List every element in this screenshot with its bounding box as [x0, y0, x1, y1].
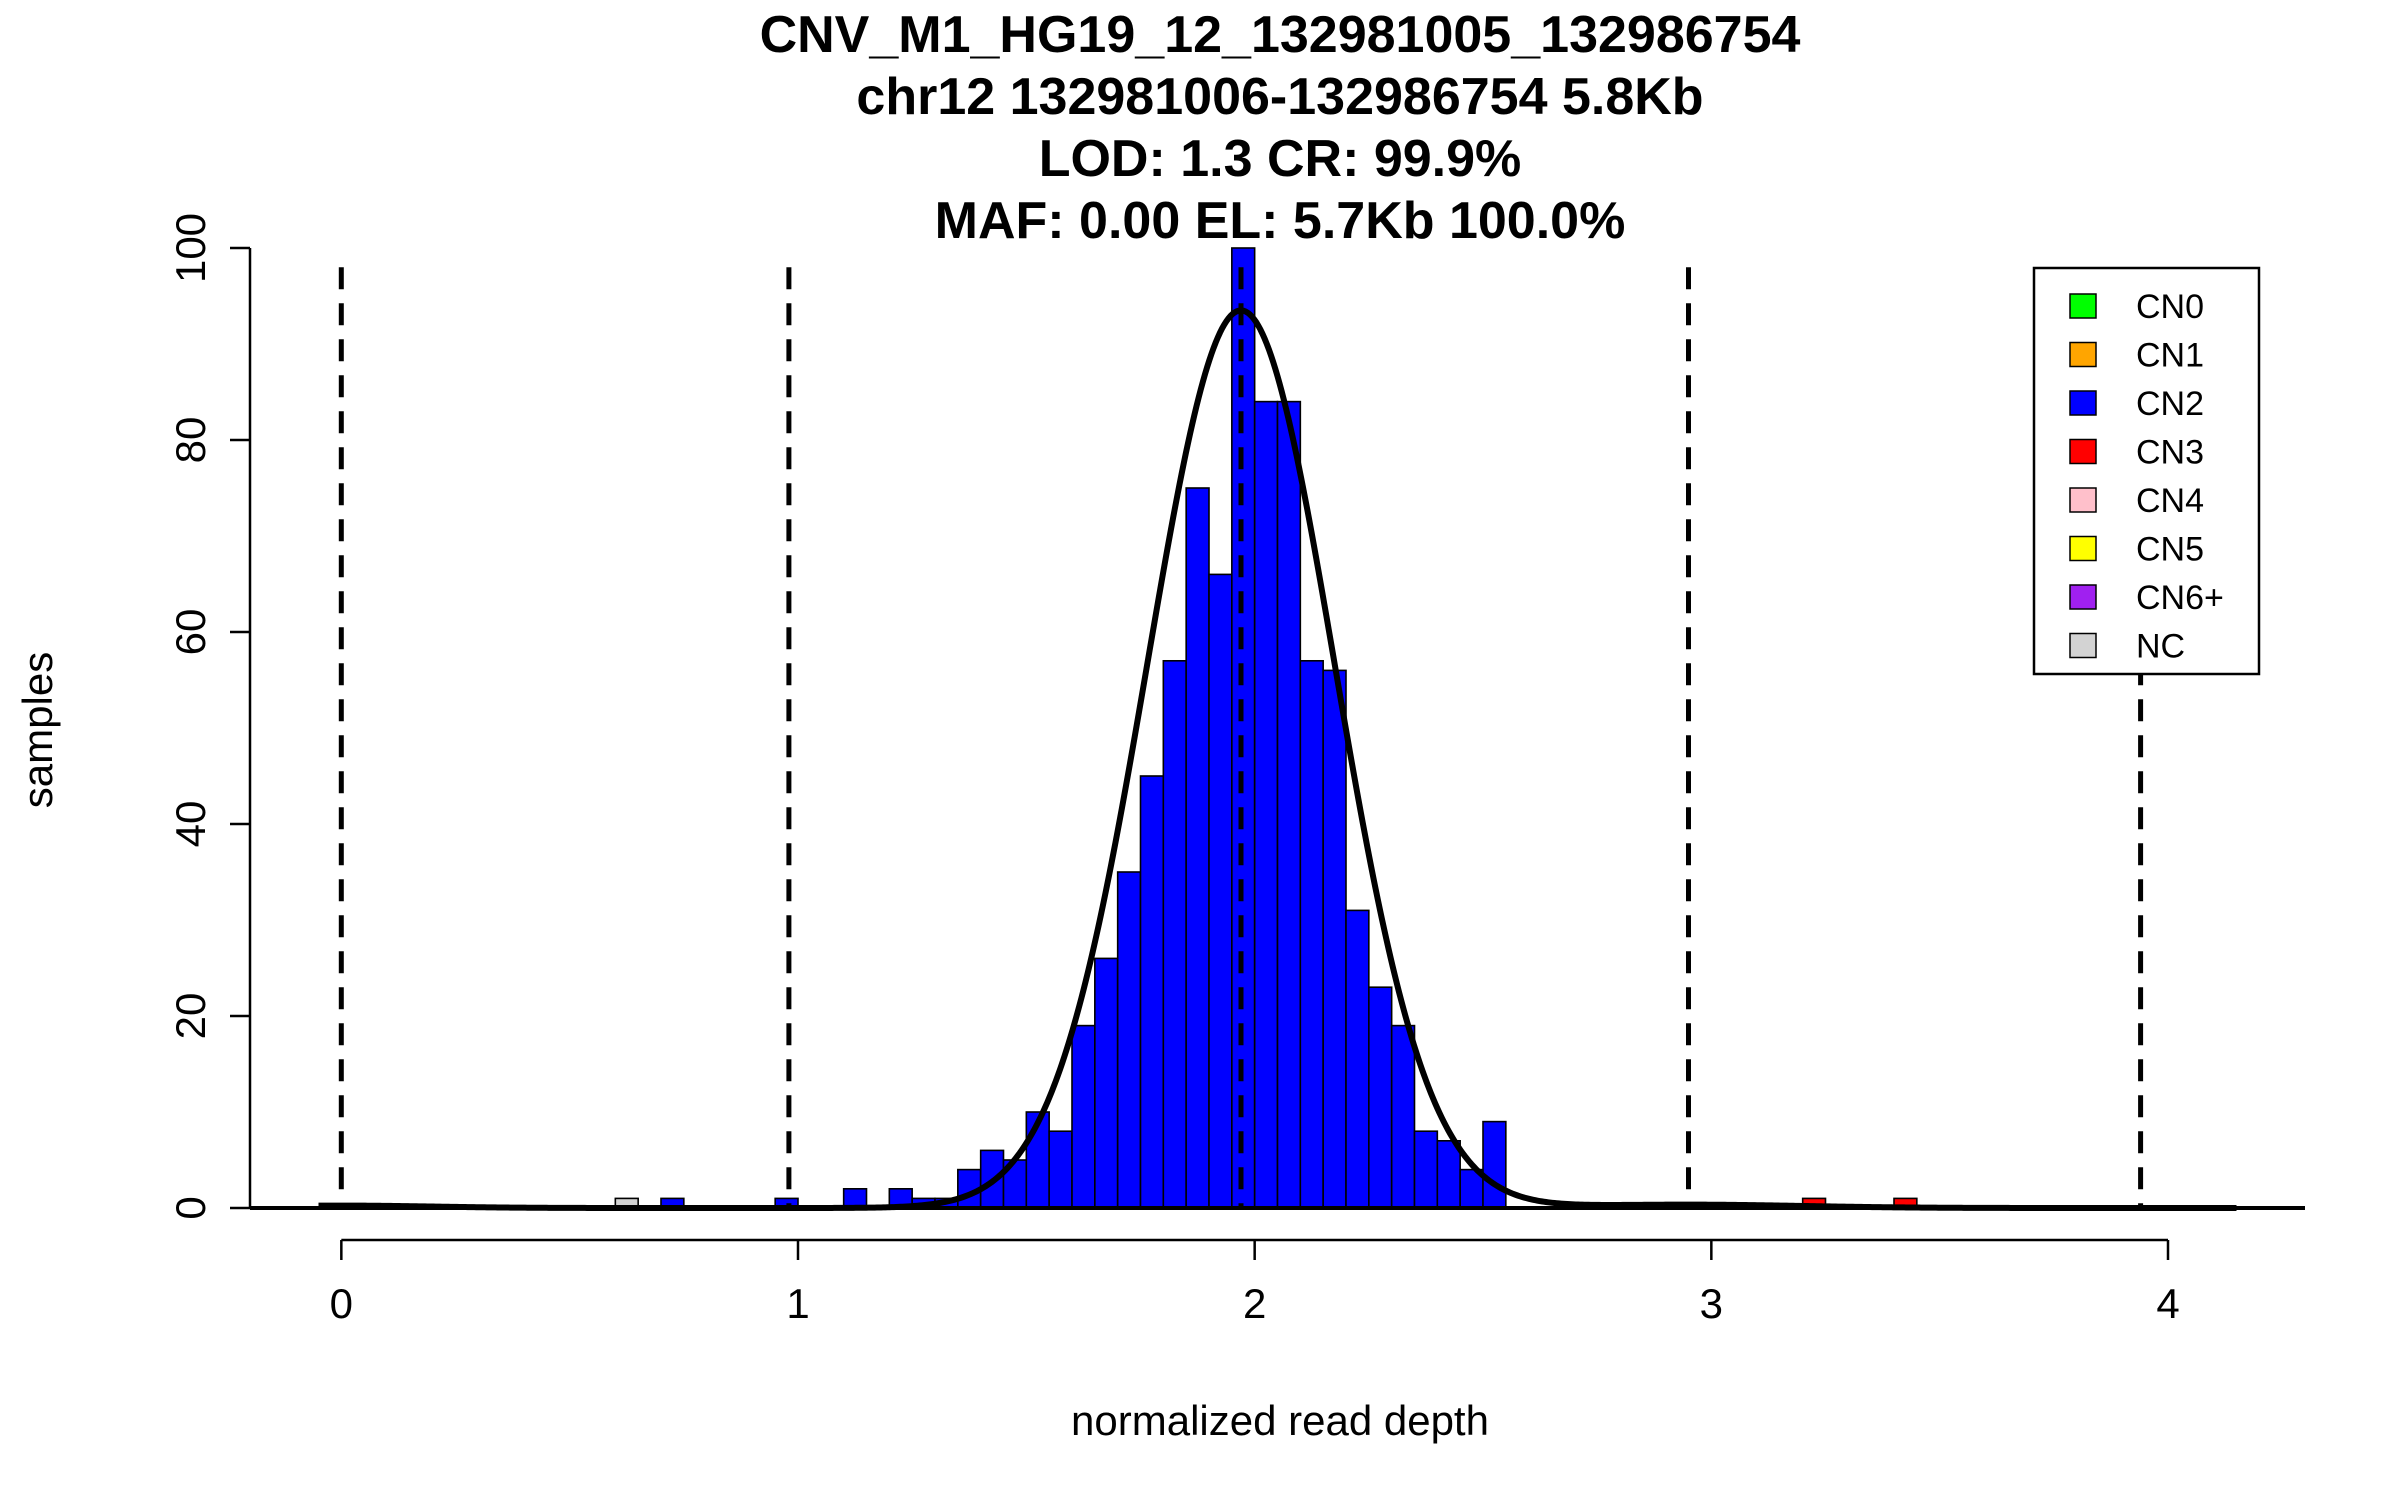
legend-swatch: [2069, 390, 2097, 416]
histogram-bar: [1482, 1120, 1507, 1209]
legend-swatch: [2069, 293, 2097, 319]
histogram-bar: [1139, 775, 1165, 1209]
x-tick-label: 4: [2156, 1280, 2179, 1327]
histogram-bar: [1116, 871, 1142, 1209]
chart-title: CNV_M1_HG19_12_132981005_132986754 chr12…: [760, 6, 1801, 250]
legend: CN0 CN1 CN2 CN3 CN4 CN5 CN6+ NC: [2032, 266, 2261, 676]
y-tick-label: 0: [167, 1196, 214, 1219]
histogram-bar: [1436, 1140, 1461, 1209]
y-tick-label: 20: [167, 993, 214, 1040]
y-tick-label: 40: [167, 801, 214, 848]
histogram-bar: [1185, 487, 1210, 1209]
y-axis-label: samples: [14, 652, 61, 808]
x-tick-label: 0: [330, 1280, 353, 1327]
x-tick-label: 3: [1700, 1280, 1723, 1327]
legend-label: CN6+: [2136, 579, 2224, 617]
x-tick-label: 1: [786, 1280, 809, 1327]
x-axis-label: normalized read depth: [1071, 1397, 1489, 1444]
histogram-bar: [1094, 957, 1119, 1209]
legend-swatch: [2069, 584, 2097, 610]
histogram-bar: [1253, 400, 1279, 1209]
legend-swatch: [2069, 487, 2097, 513]
plot-area: 0 20 40 60 80 100 0 1 2 3 4: [167, 213, 2305, 1327]
legend-label: CN4: [2136, 482, 2204, 520]
histogram-bar: [1276, 400, 1302, 1209]
legend-label: CN3: [2136, 434, 2204, 472]
histogram-bar: [1071, 1024, 1096, 1209]
y-tick-label: 100: [167, 213, 214, 283]
title-line-1: CNV_M1_HG19_12_132981005_132986754: [760, 6, 1801, 64]
legend-label: CN5: [2136, 531, 2204, 569]
histogram-bar: [1345, 909, 1370, 1209]
title-line-3: LOD: 1.3 CR: 99.9%: [1039, 130, 1522, 188]
legend-swatch: [2069, 632, 2097, 659]
title-line-2: chr12 132981006-132986754 5.8Kb: [856, 68, 1703, 126]
legend-swatch: [2069, 341, 2097, 368]
histogram-bar: [1390, 1024, 1416, 1209]
histogram-bar: [1048, 1130, 1073, 1209]
legend-label: CN1: [2136, 337, 2204, 375]
histogram-bar: [1322, 669, 1347, 1209]
legend-label: CN2: [2136, 385, 2204, 423]
histogram-bar: [1368, 986, 1393, 1209]
x-tick-label: 2: [1243, 1280, 1266, 1327]
legend-label: CN0: [2136, 288, 2204, 326]
histogram-bar: [1413, 1130, 1439, 1209]
histogram-bar: [1208, 573, 1233, 1209]
histogram-bar: [1299, 659, 1324, 1209]
legend-swatch: [2069, 535, 2097, 562]
y-tick-label: 60: [167, 609, 214, 656]
y-tick-label: 80: [167, 417, 214, 464]
fitted-density-curve: [318, 307, 2237, 1211]
legend-label: NC: [2136, 628, 2185, 666]
histogram-bar: [1162, 659, 1187, 1209]
title-line-4: MAF: 0.00 EL: 5.7Kb 100.0%: [935, 192, 1626, 250]
legend-swatch: [2069, 438, 2097, 465]
